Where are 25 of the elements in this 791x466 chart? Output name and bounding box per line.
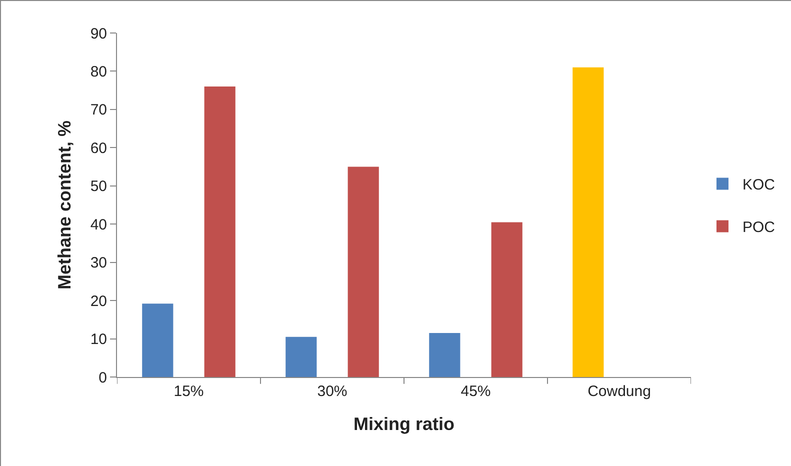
y-tick-label: 20 (90, 292, 107, 310)
y-axis-title: Methane content, % (54, 120, 75, 290)
x-tick-label: 30% (317, 383, 348, 400)
bar (491, 222, 522, 377)
bar (348, 166, 379, 377)
legend-label: KOC (742, 176, 776, 194)
y-tick-label: 0 (98, 369, 107, 386)
y-tick-label: 30 (90, 254, 107, 272)
y-tick-label: 90 (90, 25, 107, 42)
x-tick-label: Cowdung (588, 383, 651, 400)
x-axis-title: Mixing ratio (353, 414, 455, 434)
bar (429, 333, 460, 377)
x-tick-label: 45% (460, 383, 491, 400)
y-tick-label: 10 (90, 331, 107, 348)
bar (572, 67, 604, 377)
y-tick-label: 40 (90, 216, 107, 234)
bar (204, 86, 236, 377)
legend-label: POC (742, 219, 776, 236)
x-tick-label: 15% (174, 383, 204, 400)
y-tick-label: 70 (90, 102, 107, 119)
y-tick-label: 50 (90, 178, 107, 196)
bar (286, 336, 317, 377)
bar (142, 304, 174, 377)
y-tick-label: 60 (90, 140, 107, 157)
y-tick-label: 80 (90, 63, 107, 80)
